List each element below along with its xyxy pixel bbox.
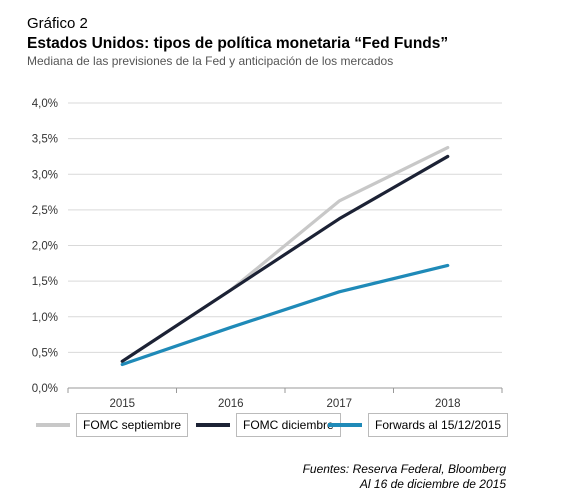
legend: FOMC septiembre FOMC diciembre Forwards … (36, 413, 558, 441)
series-line-3 (120, 263, 450, 367)
x-tick-label: 2015 (109, 398, 135, 410)
legend-item-forwards: Forwards al 15/12/2015 (328, 413, 509, 437)
y-tick-label: 1,5% (32, 276, 58, 288)
line-chart: 0,0% 0,5% 1,0% 1,5% 2,0% 2,5% 3,0% 3,5% 4,0% 2015… (32, 98, 503, 410)
legend-label-forwards: Forwards al 15/12/2015 (368, 413, 509, 437)
y-tick-label: 3,0% (32, 169, 58, 181)
source-line-2: Al 16 de diciembre de 2015 (359, 477, 506, 491)
chart-title: Estados Unidos: tipos de política moneta… (27, 35, 449, 52)
legend-label-fomc-diciembre: FOMC diciembre (236, 413, 341, 437)
legend-label-fomc-septiembre: FOMC septiembre (76, 413, 189, 437)
legend-swatch-fomc-diciembre (196, 423, 230, 427)
legend-swatch-forwards (328, 423, 362, 427)
y-tick-label: 3,5% (32, 134, 58, 146)
y-tick-label: 0,0% (32, 383, 58, 395)
x-tick-label: 2016 (218, 398, 244, 410)
chart-subtitle: Mediana de las previsiones de la Fed y a… (27, 54, 394, 68)
y-tick-label: 2,5% (32, 205, 58, 217)
source-line-1: Fuentes: Reserva Federal, Bloomberg (302, 462, 506, 476)
legend-item-fomc-septiembre: FOMC septiembre (36, 413, 189, 437)
series-line-2 (120, 154, 450, 363)
legend-swatch-fomc-septiembre (36, 423, 70, 427)
chart-label: Gráfico 2 (27, 15, 88, 32)
y-tick-label: 2,0% (32, 241, 58, 253)
source-note: Fuentes: Reserva Federal, Bloomberg Al 1… (303, 462, 506, 492)
x-tick-label: 2018 (435, 398, 461, 410)
legend-item-fomc-diciembre: FOMC diciembre (196, 413, 341, 437)
y-tick-label: 1,0% (32, 312, 58, 324)
y-tick-label: 0,5% (32, 347, 58, 359)
x-tick-label: 2017 (326, 398, 352, 410)
y-tick-label: 4,0% (32, 98, 58, 110)
